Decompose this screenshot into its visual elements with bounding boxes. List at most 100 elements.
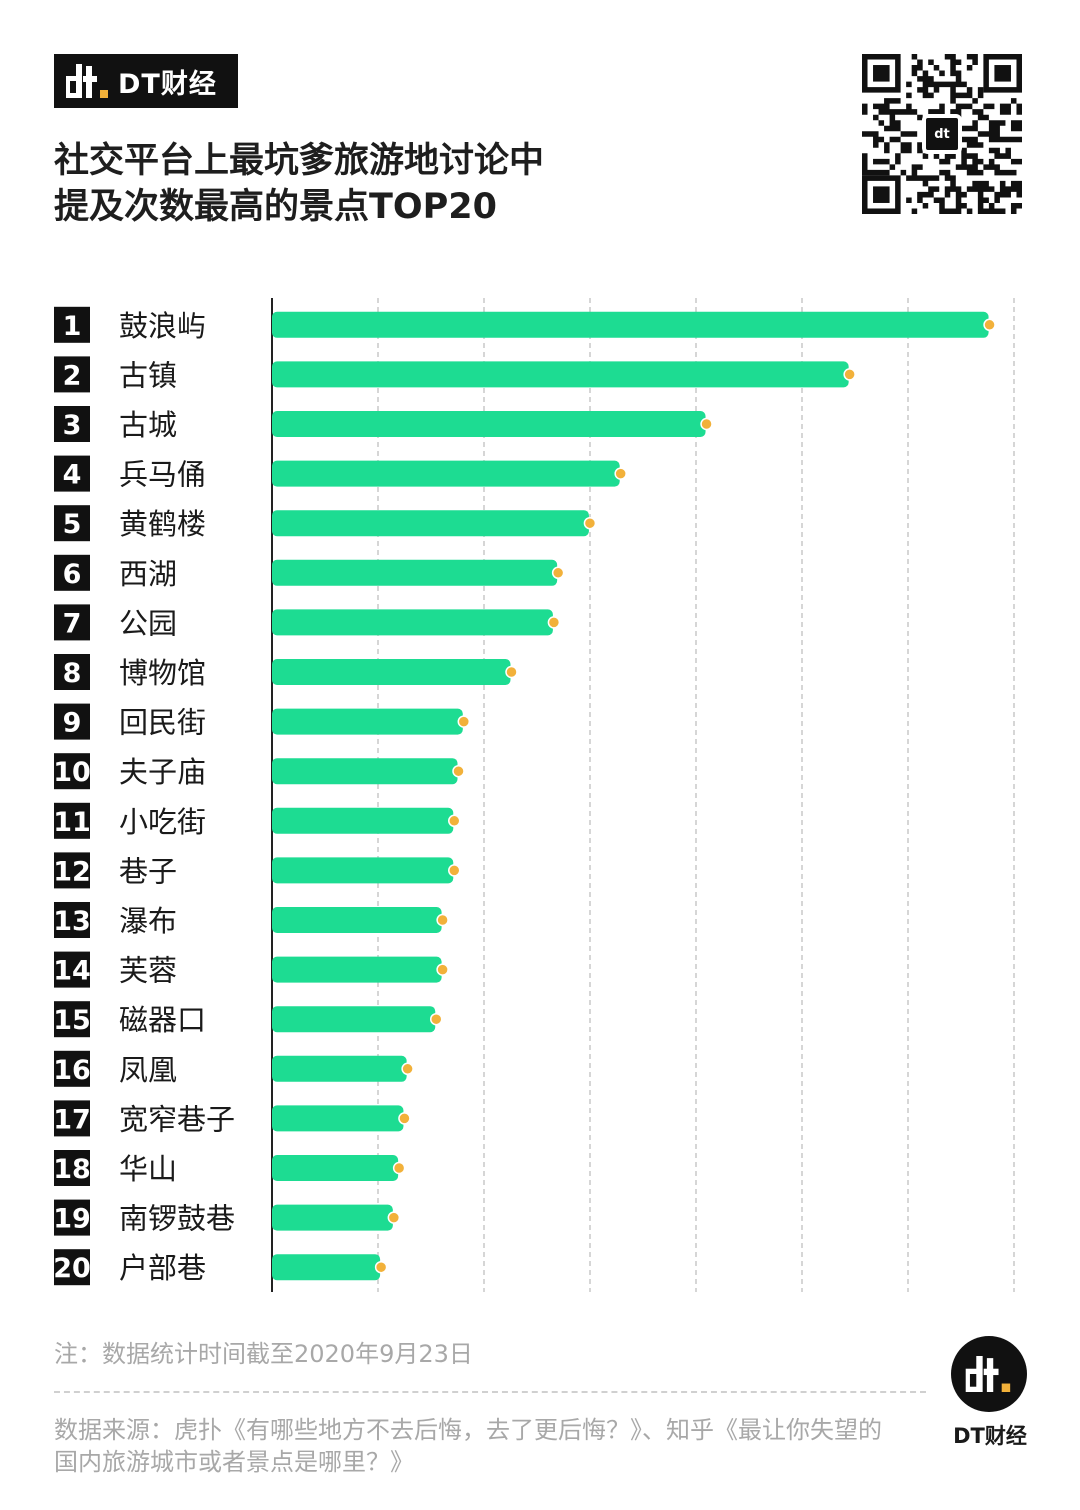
bar xyxy=(272,956,442,983)
bar-end-dot xyxy=(983,318,996,332)
qr-finder xyxy=(994,65,1011,82)
rank-label: 13 xyxy=(53,906,91,937)
bar-end-dot xyxy=(436,963,449,976)
qr-finder xyxy=(873,186,890,203)
bar xyxy=(272,1055,407,1082)
rank-badge xyxy=(54,951,90,988)
bar-end-dot xyxy=(547,616,561,629)
rank-label: 3 xyxy=(63,410,82,441)
bar-end-dot xyxy=(457,715,471,728)
data-source: 数据来源：虎扑《有哪些地方不去后悔，去了更后悔？》、知乎《最让你失望的 国内旅游… xyxy=(54,1414,914,1478)
bar xyxy=(272,708,463,735)
rank-label: 4 xyxy=(63,460,82,491)
bar xyxy=(272,311,989,338)
rank-label: 7 xyxy=(63,608,82,639)
rank-label: 18 xyxy=(53,1154,91,1185)
qr-finder xyxy=(873,65,890,82)
bar xyxy=(272,1155,399,1181)
rank-label: 10 xyxy=(53,757,91,788)
category-label: 博物馆 xyxy=(119,656,206,690)
qr-center-logo: dt xyxy=(922,114,962,154)
rank-badge xyxy=(54,455,90,492)
rank-label: 16 xyxy=(53,1055,91,1086)
chart-title-line-2: 提及次数最高的景点TOP20 xyxy=(54,187,497,227)
footer-brand-name: DT财经 xyxy=(953,1424,1027,1448)
qr-center-label: dt xyxy=(934,126,950,142)
bar-end-dot xyxy=(392,1161,406,1175)
dt-round-logo-icon xyxy=(951,1336,1027,1412)
rank-badge xyxy=(54,604,90,641)
rank-label: 6 xyxy=(63,559,82,590)
data-note: 注：数据统计时间截至2020年9月23日 xyxy=(54,1340,473,1368)
rank-label: 20 xyxy=(53,1253,91,1284)
category-label: 南锣鼓巷 xyxy=(119,1202,235,1236)
category-label: 回民街 xyxy=(119,706,206,740)
category-label: 夫子庙 xyxy=(119,755,206,789)
bar xyxy=(272,460,620,487)
rank-badge xyxy=(54,1249,90,1286)
rank-badge xyxy=(54,406,90,442)
brand-name: DT财经 xyxy=(118,68,217,100)
category-label: 西湖 xyxy=(119,557,177,591)
category-label: 古城 xyxy=(119,408,177,442)
bar xyxy=(272,807,454,834)
bar xyxy=(272,559,558,586)
divider xyxy=(54,1391,926,1393)
bar-end-dot xyxy=(551,566,565,580)
bar-end-dot xyxy=(614,467,627,480)
rank-badge xyxy=(54,1100,90,1137)
bar-end-dot xyxy=(448,814,461,828)
category-label: 黄鹤楼 xyxy=(119,507,206,541)
rank-badge xyxy=(54,1050,90,1087)
bar xyxy=(272,907,442,933)
rank-badge xyxy=(54,356,90,393)
bar xyxy=(272,510,589,537)
category-label: 户部巷 xyxy=(119,1251,206,1285)
bar xyxy=(272,758,458,785)
category-label: 巷子 xyxy=(119,854,177,888)
rank-badge xyxy=(54,1001,90,1038)
bar-end-dot xyxy=(448,864,461,877)
dt-logo-icon xyxy=(66,63,110,99)
qr-code-icon: dt xyxy=(862,54,1022,214)
category-label: 瀑布 xyxy=(119,904,177,938)
rank-label: 19 xyxy=(53,1204,91,1235)
bar xyxy=(272,1006,436,1033)
bar xyxy=(272,411,706,437)
rank-badge xyxy=(54,654,90,690)
brand-badge: DT财经 xyxy=(54,54,238,108)
rank-badge xyxy=(54,1150,90,1186)
rank-badge xyxy=(54,753,90,790)
bar-end-dot xyxy=(436,913,449,927)
bar-end-dot xyxy=(700,417,713,431)
bar-end-dot xyxy=(452,764,465,778)
rank-label: 9 xyxy=(63,708,82,739)
category-label: 古镇 xyxy=(119,358,177,392)
bar-end-dot xyxy=(374,1260,388,1274)
category-label: 凤凰 xyxy=(119,1053,177,1087)
bar xyxy=(272,609,553,636)
rank-badge xyxy=(54,703,90,740)
rank-badge xyxy=(54,306,90,343)
category-label: 芙蓉 xyxy=(119,954,177,988)
data-source-line-2: 国内旅游城市或者景点是哪里？》 xyxy=(54,1448,414,1476)
bar-end-dot xyxy=(843,368,856,381)
rank-label: 15 xyxy=(53,1005,91,1036)
category-label: 鼓浪屿 xyxy=(119,309,206,343)
rank-badge xyxy=(54,505,90,542)
bar xyxy=(272,361,849,388)
category-label: 磁器口 xyxy=(119,1003,206,1037)
bar xyxy=(272,1105,404,1132)
bar-end-dot xyxy=(583,516,597,530)
category-label: 宽窄巷子 xyxy=(119,1102,235,1136)
bar-end-dot xyxy=(429,1012,443,1026)
bar-end-dot xyxy=(387,1211,401,1224)
rank-label: 12 xyxy=(53,856,91,887)
chart-title: 社交平台上最坑爹旅游地讨论中 提及次数最高的景点TOP20 xyxy=(54,138,544,230)
bar xyxy=(272,857,454,884)
bar xyxy=(272,659,511,685)
rank-badge xyxy=(54,1199,90,1236)
bar xyxy=(272,1254,381,1281)
category-label: 公园 xyxy=(119,606,177,640)
rank-badge xyxy=(54,802,90,839)
